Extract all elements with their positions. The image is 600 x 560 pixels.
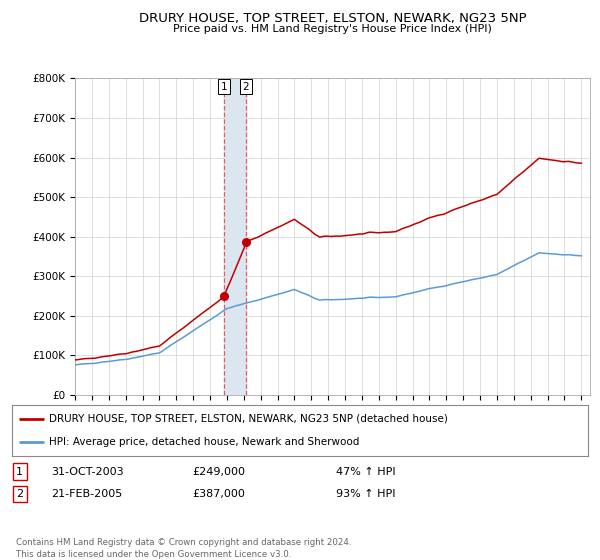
Text: Contains HM Land Registry data © Crown copyright and database right 2024.
This d: Contains HM Land Registry data © Crown c… — [16, 538, 352, 559]
Text: 31-OCT-2003: 31-OCT-2003 — [51, 466, 124, 477]
Text: 93% ↑ HPI: 93% ↑ HPI — [336, 489, 395, 499]
Text: 47% ↑ HPI: 47% ↑ HPI — [336, 466, 395, 477]
Text: 1: 1 — [221, 82, 227, 92]
Text: £249,000: £249,000 — [192, 466, 245, 477]
Text: Price paid vs. HM Land Registry's House Price Index (HPI): Price paid vs. HM Land Registry's House … — [173, 24, 492, 34]
Text: 2: 2 — [16, 489, 23, 499]
Text: 2: 2 — [242, 82, 249, 92]
Bar — [224, 78, 246, 395]
Text: HPI: Average price, detached house, Newark and Sherwood: HPI: Average price, detached house, Newa… — [49, 437, 360, 447]
Text: DRURY HOUSE, TOP STREET, ELSTON, NEWARK, NG23 5NP: DRURY HOUSE, TOP STREET, ELSTON, NEWARK,… — [139, 12, 526, 25]
Text: 1: 1 — [16, 466, 23, 477]
Text: 21-FEB-2005: 21-FEB-2005 — [51, 489, 122, 499]
Text: DRURY HOUSE, TOP STREET, ELSTON, NEWARK, NG23 5NP (detached house): DRURY HOUSE, TOP STREET, ELSTON, NEWARK,… — [49, 414, 448, 424]
Text: £387,000: £387,000 — [192, 489, 245, 499]
